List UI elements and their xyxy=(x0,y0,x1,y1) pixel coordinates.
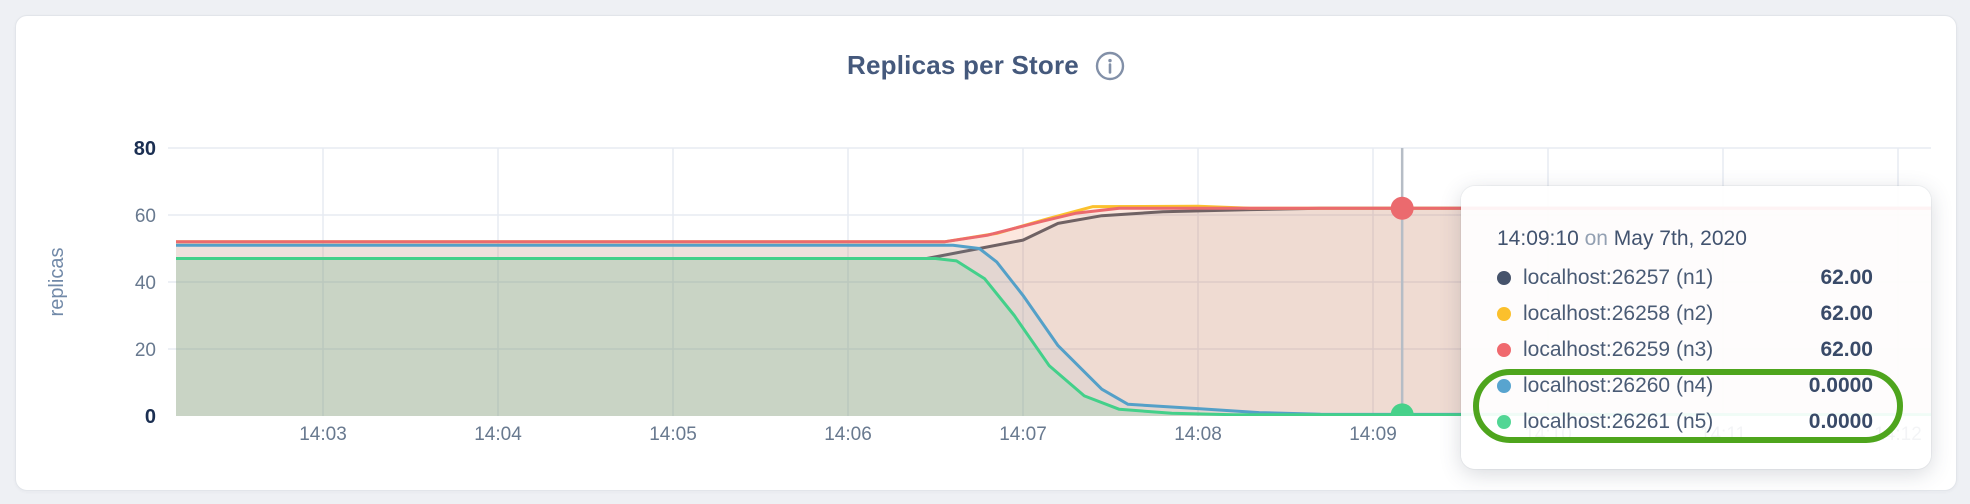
series-color-dot-icon xyxy=(1497,343,1511,357)
tooltip-series-value: 0.0000 xyxy=(1808,410,1873,433)
tooltip-series-value: 0.0000 xyxy=(1808,374,1873,397)
tooltip-row: localhost:26258 (n2) 62.00 xyxy=(1497,296,1873,332)
series-line-n4 xyxy=(176,243,1931,416)
info-icon[interactable] xyxy=(1095,51,1125,81)
y-axis-title: replicas xyxy=(46,248,68,317)
tooltip-date: May 7th, 2020 xyxy=(1613,227,1747,250)
x-tick-label: 14:07 xyxy=(999,424,1047,445)
tooltip-header: 14:09:10 on May 7th, 2020 xyxy=(1497,224,1873,254)
chart-title: Replicas per Store xyxy=(847,50,1079,80)
series-line-n3 xyxy=(176,206,1931,244)
series-area-n4 xyxy=(176,245,1931,416)
tooltip-series-label: localhost:26260 (n4) xyxy=(1523,374,1714,397)
tooltip-series-value: 62.00 xyxy=(1820,266,1873,289)
tooltip-series-label: localhost:26259 (n3) xyxy=(1523,338,1714,361)
series-area-n5 xyxy=(176,258,1931,416)
y-tick-label: 0 xyxy=(145,406,156,428)
tooltip-series-value: 62.00 xyxy=(1820,338,1873,361)
series-color-dot-icon xyxy=(1497,307,1511,321)
chart-card: Replicas per Store replicas 0 20 40 60 80 14:… xyxy=(15,15,1957,491)
series-color-dot-icon xyxy=(1497,379,1511,393)
series-color-dot-icon xyxy=(1497,415,1511,429)
y-tick-label: 80 xyxy=(134,138,156,160)
tooltip-series-label: localhost:26257 (n1) xyxy=(1523,266,1714,289)
y-tick-label: 40 xyxy=(135,273,156,294)
x-tick-label: 14:03 xyxy=(299,424,347,445)
series-color-dot-icon xyxy=(1497,271,1511,285)
tooltip-rows: localhost:26257 (n1) 62.00 localhost:26258… xyxy=(1497,260,1873,440)
tooltip-connector: on xyxy=(1584,227,1608,250)
series-line-n5 xyxy=(176,257,1931,416)
hover-tooltip: 14:09:10 on May 7th, 2020 localhost:2625… xyxy=(1461,186,1931,469)
x-tick-label: 14:09 xyxy=(1349,424,1397,445)
tooltip-row: localhost:26259 (n3) 62.00 xyxy=(1497,332,1873,368)
chart-header: Replicas per Store xyxy=(16,50,1956,81)
y-tick-label: 60 xyxy=(135,206,156,227)
hover-layer xyxy=(1390,148,1414,416)
tooltip-row: localhost:26261 (n5) 0.0000 xyxy=(1497,404,1873,440)
hover-dot xyxy=(1390,403,1414,416)
y-tick-label: 20 xyxy=(135,340,156,361)
tooltip-row: localhost:26260 (n4) 0.0000 xyxy=(1497,368,1873,404)
tooltip-row: localhost:26257 (n1) 62.00 xyxy=(1497,260,1873,296)
tooltip-time: 14:09:10 xyxy=(1497,227,1579,250)
x-tick-label: 14:08 xyxy=(1174,424,1222,445)
tooltip-series-label: localhost:26261 (n5) xyxy=(1523,410,1714,433)
x-tick-label: 14:04 xyxy=(474,424,522,445)
tooltip-series-label: localhost:26258 (n2) xyxy=(1523,302,1714,325)
x-tick-label: 14:05 xyxy=(649,424,697,445)
tooltip-series-value: 62.00 xyxy=(1820,302,1873,325)
hover-dot xyxy=(1390,196,1414,220)
x-tick-label: 14:06 xyxy=(824,424,872,445)
